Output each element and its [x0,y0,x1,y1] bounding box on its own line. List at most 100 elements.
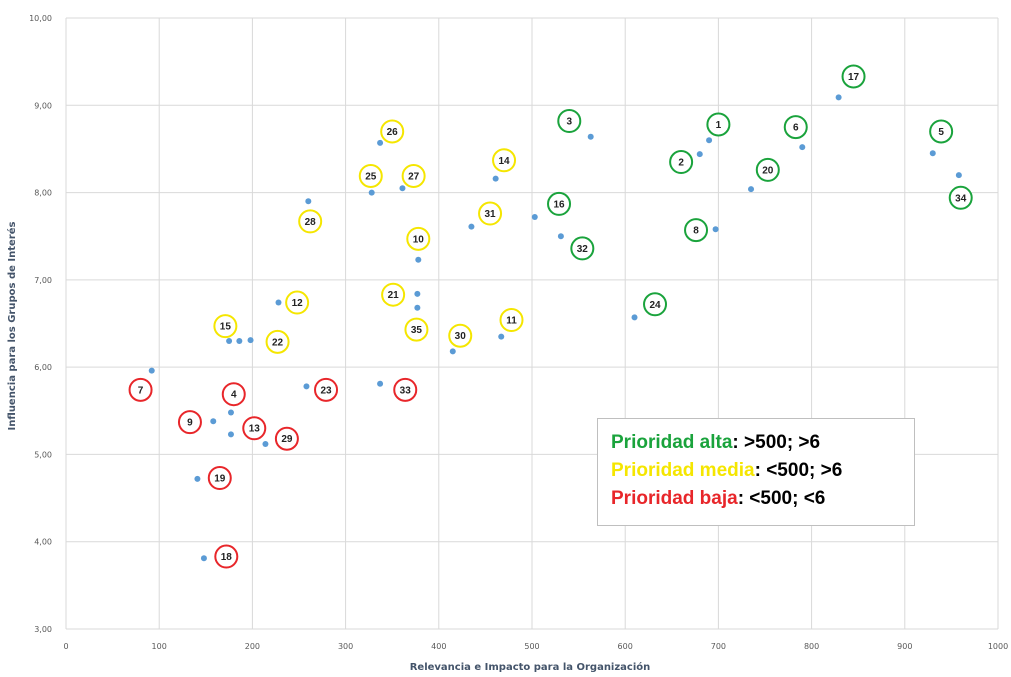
point-label-25: 25 [365,171,377,182]
x-tick-label: 600 [618,642,633,651]
point-label-9: 9 [187,418,193,429]
point-label-ring-4 [221,382,246,407]
point-label-ring-11 [499,308,524,333]
point-label-27: 27 [408,171,420,182]
y-tick-label: 5,00 [34,450,52,459]
x-axis-title: Relevancia e Impacto para la Organizació… [410,661,651,673]
data-point-30 [449,348,456,355]
data-point-5 [929,150,936,157]
data-point-23 [303,383,310,390]
data-point-19 [194,475,201,482]
point-label-31: 31 [484,209,496,220]
point-label-5: 5 [938,127,944,138]
data-point-21 [414,290,421,297]
data-point-11 [498,333,505,340]
point-label-ring-2 [669,150,694,175]
point-label-11: 11 [506,316,517,327]
point-label-ring-6 [783,115,808,140]
point-label-22: 22 [272,337,284,348]
point-label-6: 6 [793,123,799,134]
data-point-31 [468,223,475,230]
data-points [148,94,962,562]
data-point-12 [275,299,282,306]
legend-rule-media: : <500; >6 [754,460,843,481]
data-point-1 [706,137,713,144]
point-label-2: 2 [678,158,684,169]
point-label-12: 12 [292,298,304,309]
point-label-ring-5 [929,119,954,144]
point-label-7: 7 [138,385,144,396]
priority-legend: Prioridad alta: >500; >6 Prioridad media… [597,418,915,526]
y-tick-label: 4,00 [34,538,52,547]
x-tick-label: 0 [63,642,68,651]
x-tick-label: 500 [524,642,539,651]
y-tick-label: 6,00 [34,363,52,372]
y-axis-title: Influencia para los Grupos de Interés [6,222,18,431]
point-label-14: 14 [498,156,510,167]
data-point-22 [247,337,254,344]
point-label-ring-21 [381,282,406,307]
x-tick-label: 900 [897,642,912,651]
point-label-ring-32 [570,236,595,261]
point-label-ring-23 [314,377,339,402]
data-point-15 [236,337,243,344]
point-label-ring-18 [214,544,239,569]
point-label-ring-26 [380,119,405,144]
point-label-29: 29 [281,434,293,445]
y-tick-label: 8,00 [34,189,52,198]
legend-item-media: Prioridad media: <500; >6 [611,457,914,485]
point-label-ring-17 [841,64,866,89]
point-label-ring-16 [547,191,572,216]
point-label-ring-24 [643,292,668,317]
point-label-3: 3 [566,116,572,127]
data-point-9 [210,418,217,425]
point-label-28: 28 [305,217,317,228]
x-tick-label: 300 [338,642,353,651]
legend-item-baja: Prioridad baja: <500; <6 [611,485,914,513]
x-tick-label: 100 [152,642,167,651]
point-label-ring-27 [401,163,426,188]
point-label-20: 20 [762,165,774,176]
point-label-ring-33 [393,377,418,402]
point-label-ring-15 [213,314,238,339]
point-label-19: 19 [214,473,226,484]
data-point-14 [492,175,499,182]
x-tick-label: 800 [804,642,819,651]
point-label-32: 32 [577,244,589,255]
data-point-34 [955,172,962,179]
point-label-16: 16 [553,199,565,210]
legend-rule-alta: : >500; >6 [732,432,821,453]
data-point-32 [557,233,564,240]
gridlines [65,17,999,630]
data-point-20 [748,186,755,193]
data-point [226,337,233,344]
x-tick-label: 200 [245,642,260,651]
legend-label-baja: Prioridad baja [611,488,738,509]
point-label-ring-13 [242,416,267,441]
point-label-ring-10 [406,226,431,251]
y-tick-label: 3,00 [34,625,52,634]
point-label-ring-31 [478,201,503,226]
data-point-27 [399,185,406,192]
data-point-2 [696,151,703,158]
data-point-24 [631,314,638,321]
legend-label-alta: Prioridad alta [611,432,733,453]
point-label-ring-20 [755,157,780,182]
point-label-ring-3 [557,108,582,133]
x-tick-label: 700 [711,642,726,651]
data-point-8 [712,226,719,233]
point-label-ring-22 [265,329,290,354]
data-point-16 [531,214,538,221]
data-point-6 [799,144,806,151]
point-label-23: 23 [320,385,332,396]
x-tick-label: 400 [431,642,446,651]
x-tick-label: 1000 [988,642,1008,651]
point-label-ring-25 [358,163,383,188]
data-point-3 [587,133,594,140]
point-label-ring-19 [207,465,232,490]
data-point-25 [368,189,375,196]
point-label-15: 15 [220,322,232,333]
y-axis-ticks: 3,00 4,00 5,00 6,00 7,00 8,00 9,00 10,00 [29,14,52,634]
point-label-ring-34 [948,185,973,210]
